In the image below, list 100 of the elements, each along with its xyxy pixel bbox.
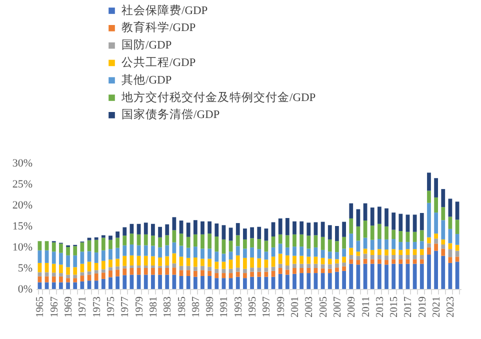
bar xyxy=(292,246,296,256)
bar xyxy=(384,208,388,226)
bar xyxy=(250,276,254,289)
bar xyxy=(222,225,226,240)
bar xyxy=(94,237,98,240)
bar xyxy=(342,222,346,237)
bar xyxy=(179,270,184,276)
bar xyxy=(434,238,438,244)
bar xyxy=(384,260,388,265)
bar xyxy=(66,255,70,268)
bar xyxy=(306,264,311,268)
bar xyxy=(320,264,325,268)
bar xyxy=(94,280,98,289)
x-tick-label: 1977 xyxy=(120,296,132,318)
bar xyxy=(349,254,354,260)
bar xyxy=(66,247,70,256)
bar xyxy=(250,227,254,238)
bar xyxy=(151,246,155,256)
bar xyxy=(420,249,424,255)
bar xyxy=(200,258,204,266)
bar xyxy=(236,223,240,236)
bar xyxy=(243,268,247,274)
bar xyxy=(384,226,388,240)
legend-label: 地方交付税交付金及特例交付金/GDP xyxy=(120,90,316,104)
bar xyxy=(101,278,106,289)
bar xyxy=(73,246,78,256)
bar xyxy=(342,256,346,263)
bar xyxy=(412,259,417,264)
bar xyxy=(441,220,446,240)
legend-label: 教育科学/GDP xyxy=(122,20,196,34)
bar xyxy=(193,258,198,267)
bar xyxy=(363,220,368,238)
x-tick-label: 2005 xyxy=(318,296,330,318)
bar xyxy=(38,241,42,250)
bar xyxy=(420,230,424,242)
bar xyxy=(208,221,212,234)
bar xyxy=(300,264,304,268)
bar xyxy=(384,239,388,250)
bar xyxy=(122,275,127,289)
bar xyxy=(434,197,438,213)
bar xyxy=(349,218,354,234)
bar xyxy=(398,242,403,250)
bar xyxy=(228,240,233,252)
bar xyxy=(342,266,346,271)
bar xyxy=(130,265,134,268)
bar xyxy=(101,260,106,270)
bar xyxy=(144,234,148,246)
bar xyxy=(427,190,431,203)
x-tick-label: 1991 xyxy=(219,296,230,318)
bar xyxy=(158,226,162,238)
bar xyxy=(257,268,262,272)
x-tick-label: 2015 xyxy=(389,296,400,318)
bar xyxy=(328,239,332,252)
bar xyxy=(427,237,431,244)
bar xyxy=(342,270,346,289)
bar xyxy=(243,239,247,249)
bar xyxy=(144,268,148,275)
bar xyxy=(144,265,148,268)
bar xyxy=(356,264,360,289)
bar xyxy=(455,262,460,289)
bar xyxy=(250,238,254,248)
bar xyxy=(264,260,268,268)
bar xyxy=(363,248,368,254)
bar xyxy=(377,224,382,240)
bar xyxy=(165,265,170,268)
x-tick-label: 1989 xyxy=(205,296,216,318)
bar xyxy=(228,260,233,269)
bar xyxy=(52,282,56,289)
bar xyxy=(52,242,56,252)
bar xyxy=(420,254,424,260)
bar xyxy=(38,276,42,282)
bar xyxy=(94,252,98,263)
bar xyxy=(342,262,346,266)
bar xyxy=(392,254,396,260)
bar xyxy=(108,277,112,289)
bar xyxy=(214,223,219,236)
bar xyxy=(172,217,176,230)
bar xyxy=(208,266,212,271)
bar xyxy=(306,248,311,257)
bar xyxy=(158,274,162,289)
bar xyxy=(257,239,262,250)
bar xyxy=(278,234,282,244)
x-tick-label: 1985 xyxy=(176,296,188,318)
bar xyxy=(186,266,190,270)
bar xyxy=(228,252,233,260)
bar xyxy=(306,256,311,264)
x-tick-label: 1979 xyxy=(134,296,146,318)
bar xyxy=(193,276,198,289)
bar xyxy=(427,202,431,238)
bar xyxy=(398,214,403,232)
x-tick-label: 2003 xyxy=(304,296,316,318)
x-tick-label: 2019 xyxy=(417,296,428,318)
bar xyxy=(236,272,240,277)
bar xyxy=(108,260,112,268)
bar xyxy=(108,270,112,278)
bar xyxy=(427,254,431,289)
bar xyxy=(179,256,184,266)
bar xyxy=(200,248,204,259)
bar xyxy=(228,228,233,241)
bar xyxy=(300,273,304,289)
